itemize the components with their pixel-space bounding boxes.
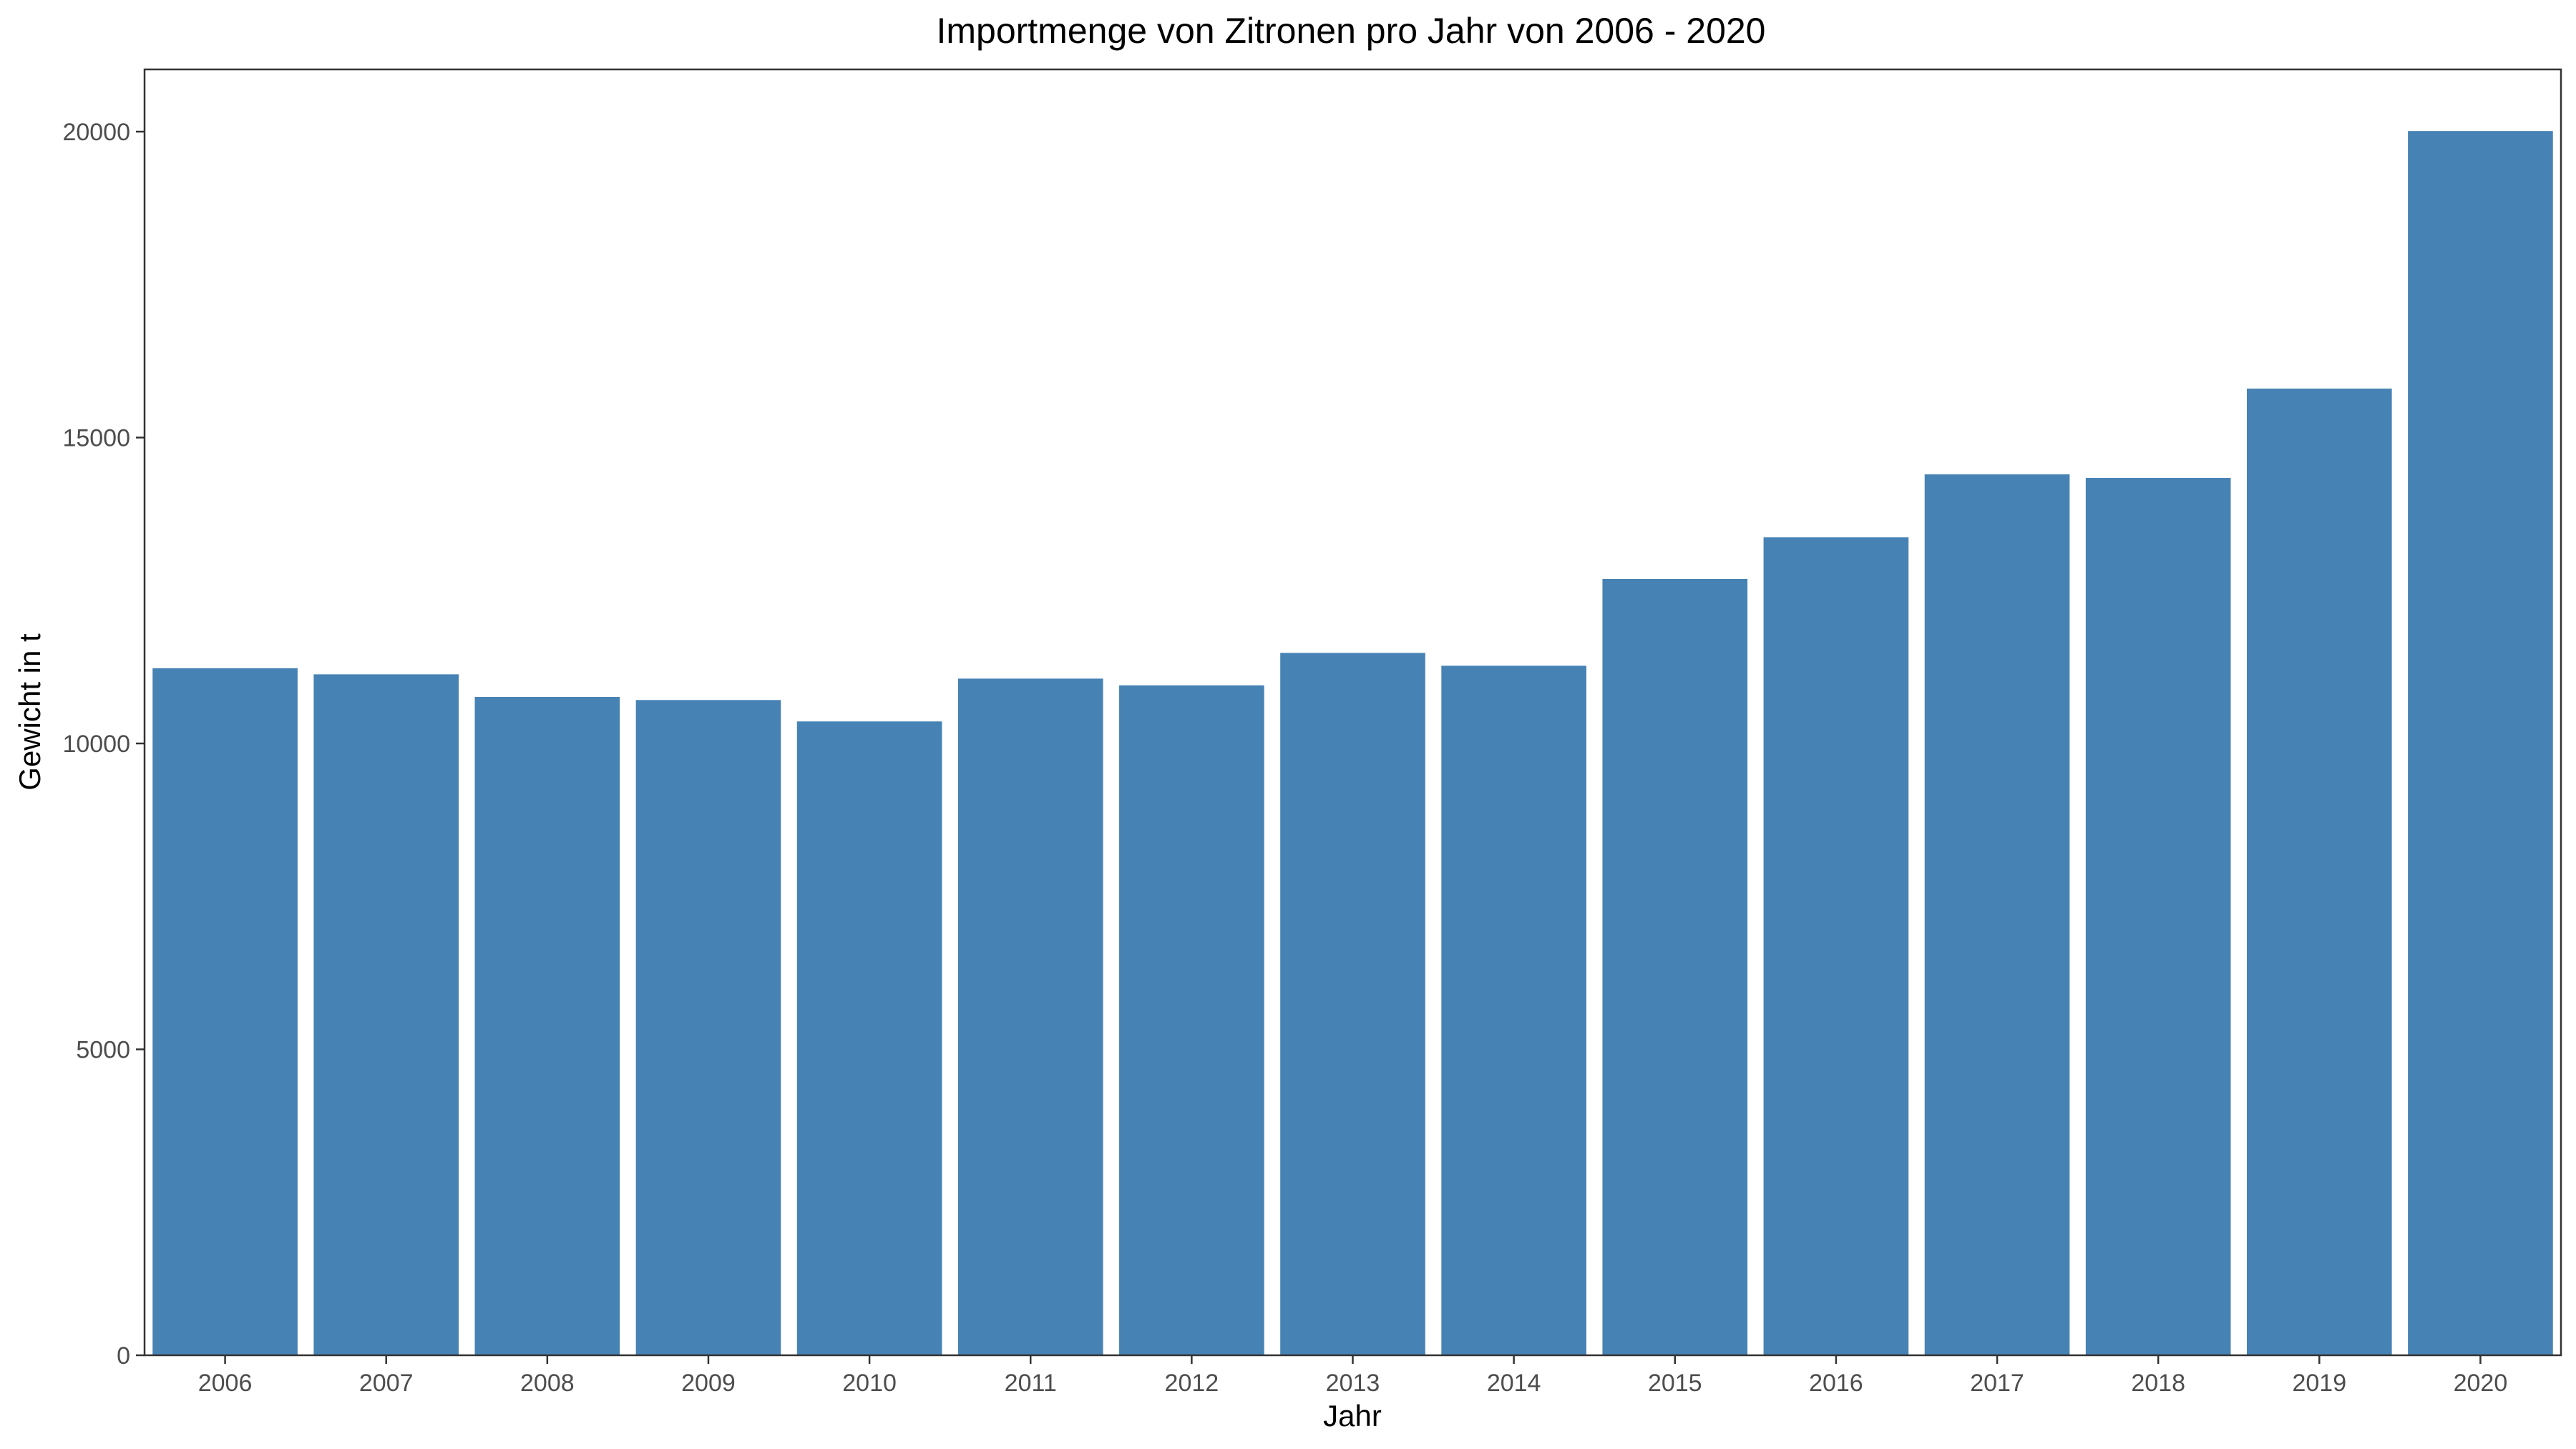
bar-2006 <box>152 668 298 1355</box>
bar-2018 <box>2085 477 2231 1356</box>
bar-2008 <box>474 697 620 1355</box>
x-tick-label: 2012 <box>1165 1370 1219 1397</box>
x-tick-label: 2015 <box>1648 1370 1702 1397</box>
chart-title: Importmenge von Zitronen pro Jahr von 20… <box>936 11 1765 51</box>
x-tick-label: 2018 <box>2131 1370 2185 1397</box>
y-tick-label: 20000 <box>62 119 130 146</box>
y-tick-label: 15000 <box>62 425 130 452</box>
x-tick-label: 2014 <box>1487 1370 1541 1397</box>
bar-2019 <box>2246 389 2392 1355</box>
bars-group <box>152 131 2553 1356</box>
y-tick-label: 10000 <box>62 731 130 758</box>
x-tick-label: 2006 <box>198 1370 253 1397</box>
y-axis-title: Gewicht in t <box>13 633 47 791</box>
bar-2020 <box>2408 131 2553 1355</box>
y-tick-label: 0 <box>117 1342 130 1370</box>
bar-2010 <box>796 721 942 1355</box>
x-tick-label: 2019 <box>2292 1370 2346 1397</box>
y-tick-label: 5000 <box>76 1037 130 1064</box>
x-tick-label: 2011 <box>1005 1370 1057 1397</box>
bar-2009 <box>635 700 781 1355</box>
bar-2007 <box>313 674 459 1355</box>
x-tick-label: 2016 <box>1809 1370 1863 1397</box>
y-axis: 0 5000 10000 15000 20000 <box>62 119 145 1370</box>
x-tick-label: 2009 <box>681 1370 736 1397</box>
x-tick-label: 2008 <box>520 1370 575 1397</box>
x-tick-label: 2010 <box>842 1370 897 1397</box>
bar-2013 <box>1280 653 1425 1355</box>
x-axis: 2006 2007 2008 2009 2010 2011 2012 2013 2014 2015… <box>198 1355 2508 1397</box>
bar-2011 <box>957 678 1103 1355</box>
bar-2015 <box>1602 579 1748 1355</box>
bar-2016 <box>1763 537 1909 1355</box>
x-tick-label: 2020 <box>2454 1370 2508 1397</box>
x-axis-title: Jahr <box>1323 1399 1382 1433</box>
x-tick-label: 2013 <box>1326 1370 1380 1397</box>
x-tick-label: 2017 <box>1970 1370 2024 1397</box>
x-tick-label: 2007 <box>359 1370 414 1397</box>
bar-2017 <box>1924 474 2070 1355</box>
bar-2012 <box>1119 685 1264 1355</box>
bar-2014 <box>1441 665 1586 1355</box>
